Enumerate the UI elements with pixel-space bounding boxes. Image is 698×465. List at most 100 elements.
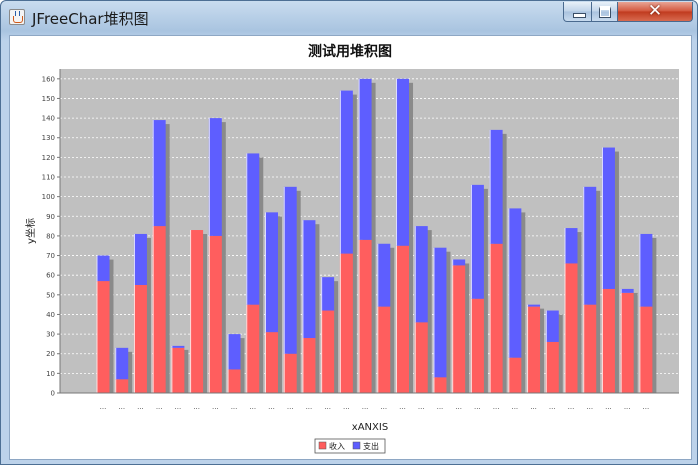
- bar-income: [564, 263, 578, 393]
- x-tick-label: ...: [306, 403, 313, 411]
- bar-expense: [489, 129, 503, 244]
- y-tick-label: 20: [46, 350, 55, 358]
- bar-income: [208, 235, 222, 393]
- bar-expense: [620, 288, 634, 293]
- bar-expense: [358, 78, 372, 240]
- bar-income: [96, 281, 110, 393]
- bar-expense: [545, 310, 559, 342]
- bar-expense: [470, 184, 484, 299]
- cup-icon: [13, 16, 23, 23]
- bar-income: [601, 288, 615, 393]
- bar-expense: [452, 259, 466, 266]
- x-tick-label: ...: [437, 403, 444, 411]
- legend-swatch-income: [318, 441, 327, 450]
- x-axis-ticks: ........................................…: [100, 403, 650, 411]
- bars: [96, 78, 653, 393]
- bar-income: [377, 306, 391, 393]
- bar-income: [470, 298, 484, 393]
- y-tick-label: 140: [42, 115, 55, 123]
- bar-income: [339, 253, 353, 393]
- y-tick-label: 50: [46, 291, 55, 299]
- bar-expense: [227, 334, 241, 370]
- x-tick-label: ...: [399, 403, 406, 411]
- bar-expense: [414, 226, 428, 323]
- bar-income: [489, 243, 503, 393]
- bar-income: [321, 310, 335, 393]
- bar-income: [396, 245, 410, 393]
- y-tick-label: 40: [46, 311, 55, 319]
- bar-income: [190, 230, 204, 393]
- x-tick-label: ...: [568, 403, 575, 411]
- bar-expense: [115, 347, 129, 380]
- bar-expense: [564, 228, 578, 264]
- close-button[interactable]: ✕: [617, 2, 693, 22]
- x-tick-label: ...: [605, 403, 612, 411]
- y-tick-label: 60: [46, 272, 55, 280]
- window-title: JFreeChar堆积图: [32, 10, 149, 28]
- bar-income: [452, 265, 466, 393]
- bar-expense: [264, 212, 278, 333]
- x-axis-label: xANXIS: [352, 422, 388, 433]
- bar-expense: [283, 186, 297, 354]
- x-tick-label: ...: [455, 403, 462, 411]
- x-tick-label: ...: [624, 403, 631, 411]
- bar-income: [115, 379, 129, 393]
- x-tick-label: ...: [343, 403, 350, 411]
- x-tick-label: ...: [418, 403, 425, 411]
- title-bar[interactable]: JFreeChar堆积图 ✕: [1, 1, 697, 34]
- x-tick-label: ...: [156, 403, 163, 411]
- y-axis-label: y坐标: [25, 218, 37, 244]
- steam-icon: [15, 11, 20, 16]
- x-tick-label: ...: [380, 403, 387, 411]
- bar-expense: [133, 233, 147, 285]
- y-tick-label: 90: [46, 213, 55, 221]
- x-tick-label: ...: [324, 403, 331, 411]
- y-tick-label: 150: [42, 95, 55, 103]
- bar-income: [264, 332, 278, 393]
- chart-title: 测试用堆积图: [308, 43, 392, 60]
- bar-income: [639, 306, 653, 393]
- x-tick-label: ...: [474, 403, 481, 411]
- chart-panel: 测试用堆积图 0 10 20 30 40 50 60 70 80 90 100 110 120 130 14…: [9, 35, 692, 460]
- x-tick-label: ...: [249, 403, 256, 411]
- legend-label-income: 收入: [329, 441, 345, 451]
- bar-expense: [246, 153, 260, 305]
- bar-income: [508, 357, 522, 393]
- bar-expense: [377, 243, 391, 307]
- bar-income: [414, 322, 428, 393]
- bar-expense: [527, 304, 541, 307]
- y-tick-label: 80: [46, 232, 55, 240]
- bar-income: [358, 239, 372, 393]
- maximize-icon: [592, 2, 617, 21]
- x-tick-label: ...: [193, 403, 200, 411]
- bar-expense: [171, 345, 185, 348]
- bar-expense: [433, 247, 447, 378]
- x-tick-label: ...: [530, 403, 537, 411]
- java-app-icon: [9, 9, 25, 25]
- bar-income: [133, 285, 147, 393]
- bar-income: [246, 304, 260, 393]
- bar-income: [302, 338, 316, 393]
- y-tick-label: 130: [42, 134, 55, 142]
- bar-expense: [396, 78, 410, 246]
- legend-box: [314, 438, 386, 454]
- bar-income: [283, 353, 297, 393]
- maximize-button[interactable]: [591, 2, 618, 22]
- bar-income: [227, 369, 241, 393]
- y-tick-label: 30: [46, 331, 55, 339]
- y-tick-label: 70: [46, 252, 55, 260]
- legend-swatch-expense: [352, 441, 361, 450]
- bar-income: [620, 292, 634, 393]
- minimize-button[interactable]: [563, 2, 592, 22]
- x-tick-label: ...: [231, 403, 238, 411]
- bar-income: [433, 377, 447, 393]
- x-tick-label: ...: [511, 403, 518, 411]
- x-tick-label: ...: [175, 403, 182, 411]
- bar-expense: [339, 90, 353, 254]
- bar-expense: [208, 118, 222, 236]
- y-tick-label: 110: [42, 174, 55, 182]
- bar-expense: [508, 208, 522, 358]
- y-tick-label: 100: [42, 193, 55, 201]
- bar-income: [545, 341, 559, 393]
